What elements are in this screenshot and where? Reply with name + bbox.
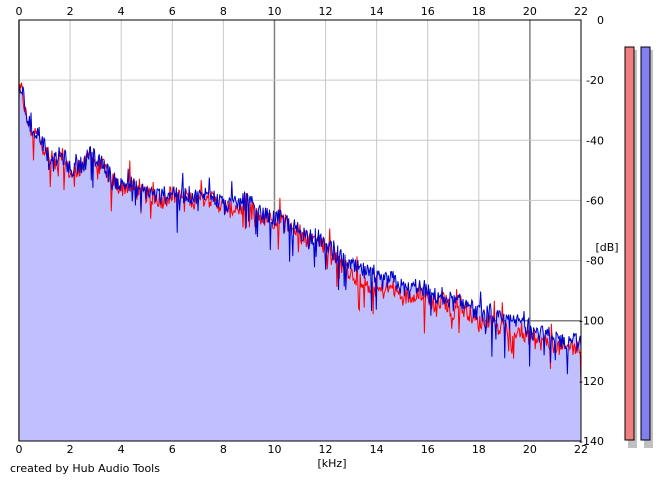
x-tick-top-16: 16 <box>421 5 435 18</box>
x-tick-bottom-10: 10 <box>267 443 281 456</box>
x-tick-top-22: 22 <box>574 5 588 18</box>
x-tick-bottom-22: 22 <box>574 443 588 456</box>
meter-right <box>640 46 651 441</box>
y-tick--20: -20 <box>586 74 604 87</box>
spectrum-fill <box>19 86 581 441</box>
y-tick--140: -140 <box>579 435 604 448</box>
x-tick-bottom-6: 6 <box>169 443 176 456</box>
x-tick-bottom-18: 18 <box>472 443 486 456</box>
y-tick-0: 0 <box>597 14 604 27</box>
y-tick--80: -80 <box>586 255 604 268</box>
x-axis-label: [kHz] <box>318 457 347 470</box>
x-tick-bottom-16: 16 <box>421 443 435 456</box>
y-tick--60: -60 <box>586 194 604 207</box>
x-tick-top-8: 8 <box>220 5 227 18</box>
x-tick-top-2: 2 <box>67 5 74 18</box>
y-axis-label: [dB] <box>595 241 618 254</box>
x-tick-bottom-4: 4 <box>118 443 125 456</box>
x-tick-top-20: 20 <box>523 5 537 18</box>
x-tick-top-6: 6 <box>169 5 176 18</box>
credit-text: created by Hub Audio Tools <box>10 462 160 475</box>
meter-left <box>624 46 635 441</box>
x-tick-top-4: 4 <box>118 5 125 18</box>
y-tick--100: -100 <box>579 315 604 328</box>
series-line-blue <box>18 86 582 375</box>
x-tick-bottom-20: 20 <box>523 443 537 456</box>
plot-border <box>18 19 582 442</box>
x-tick-bottom-2: 2 <box>67 443 74 456</box>
x-tick-top-0: 0 <box>16 5 23 18</box>
x-tick-bottom-0: 0 <box>16 443 23 456</box>
x-tick-top-12: 12 <box>319 5 333 18</box>
x-tick-bottom-12: 12 <box>319 443 333 456</box>
x-tick-bottom-8: 8 <box>220 443 227 456</box>
y-tick--120: -120 <box>579 375 604 388</box>
series-line-red <box>18 82 582 388</box>
x-tick-top-14: 14 <box>370 5 384 18</box>
x-tick-top-10: 10 <box>267 5 281 18</box>
level-meters <box>624 46 653 448</box>
plot-area <box>18 19 582 442</box>
y-tick--40: -40 <box>586 134 604 147</box>
x-tick-top-18: 18 <box>472 5 486 18</box>
x-tick-bottom-14: 14 <box>370 443 384 456</box>
axes: 002244668810101212141416161818202022220-… <box>16 5 619 470</box>
